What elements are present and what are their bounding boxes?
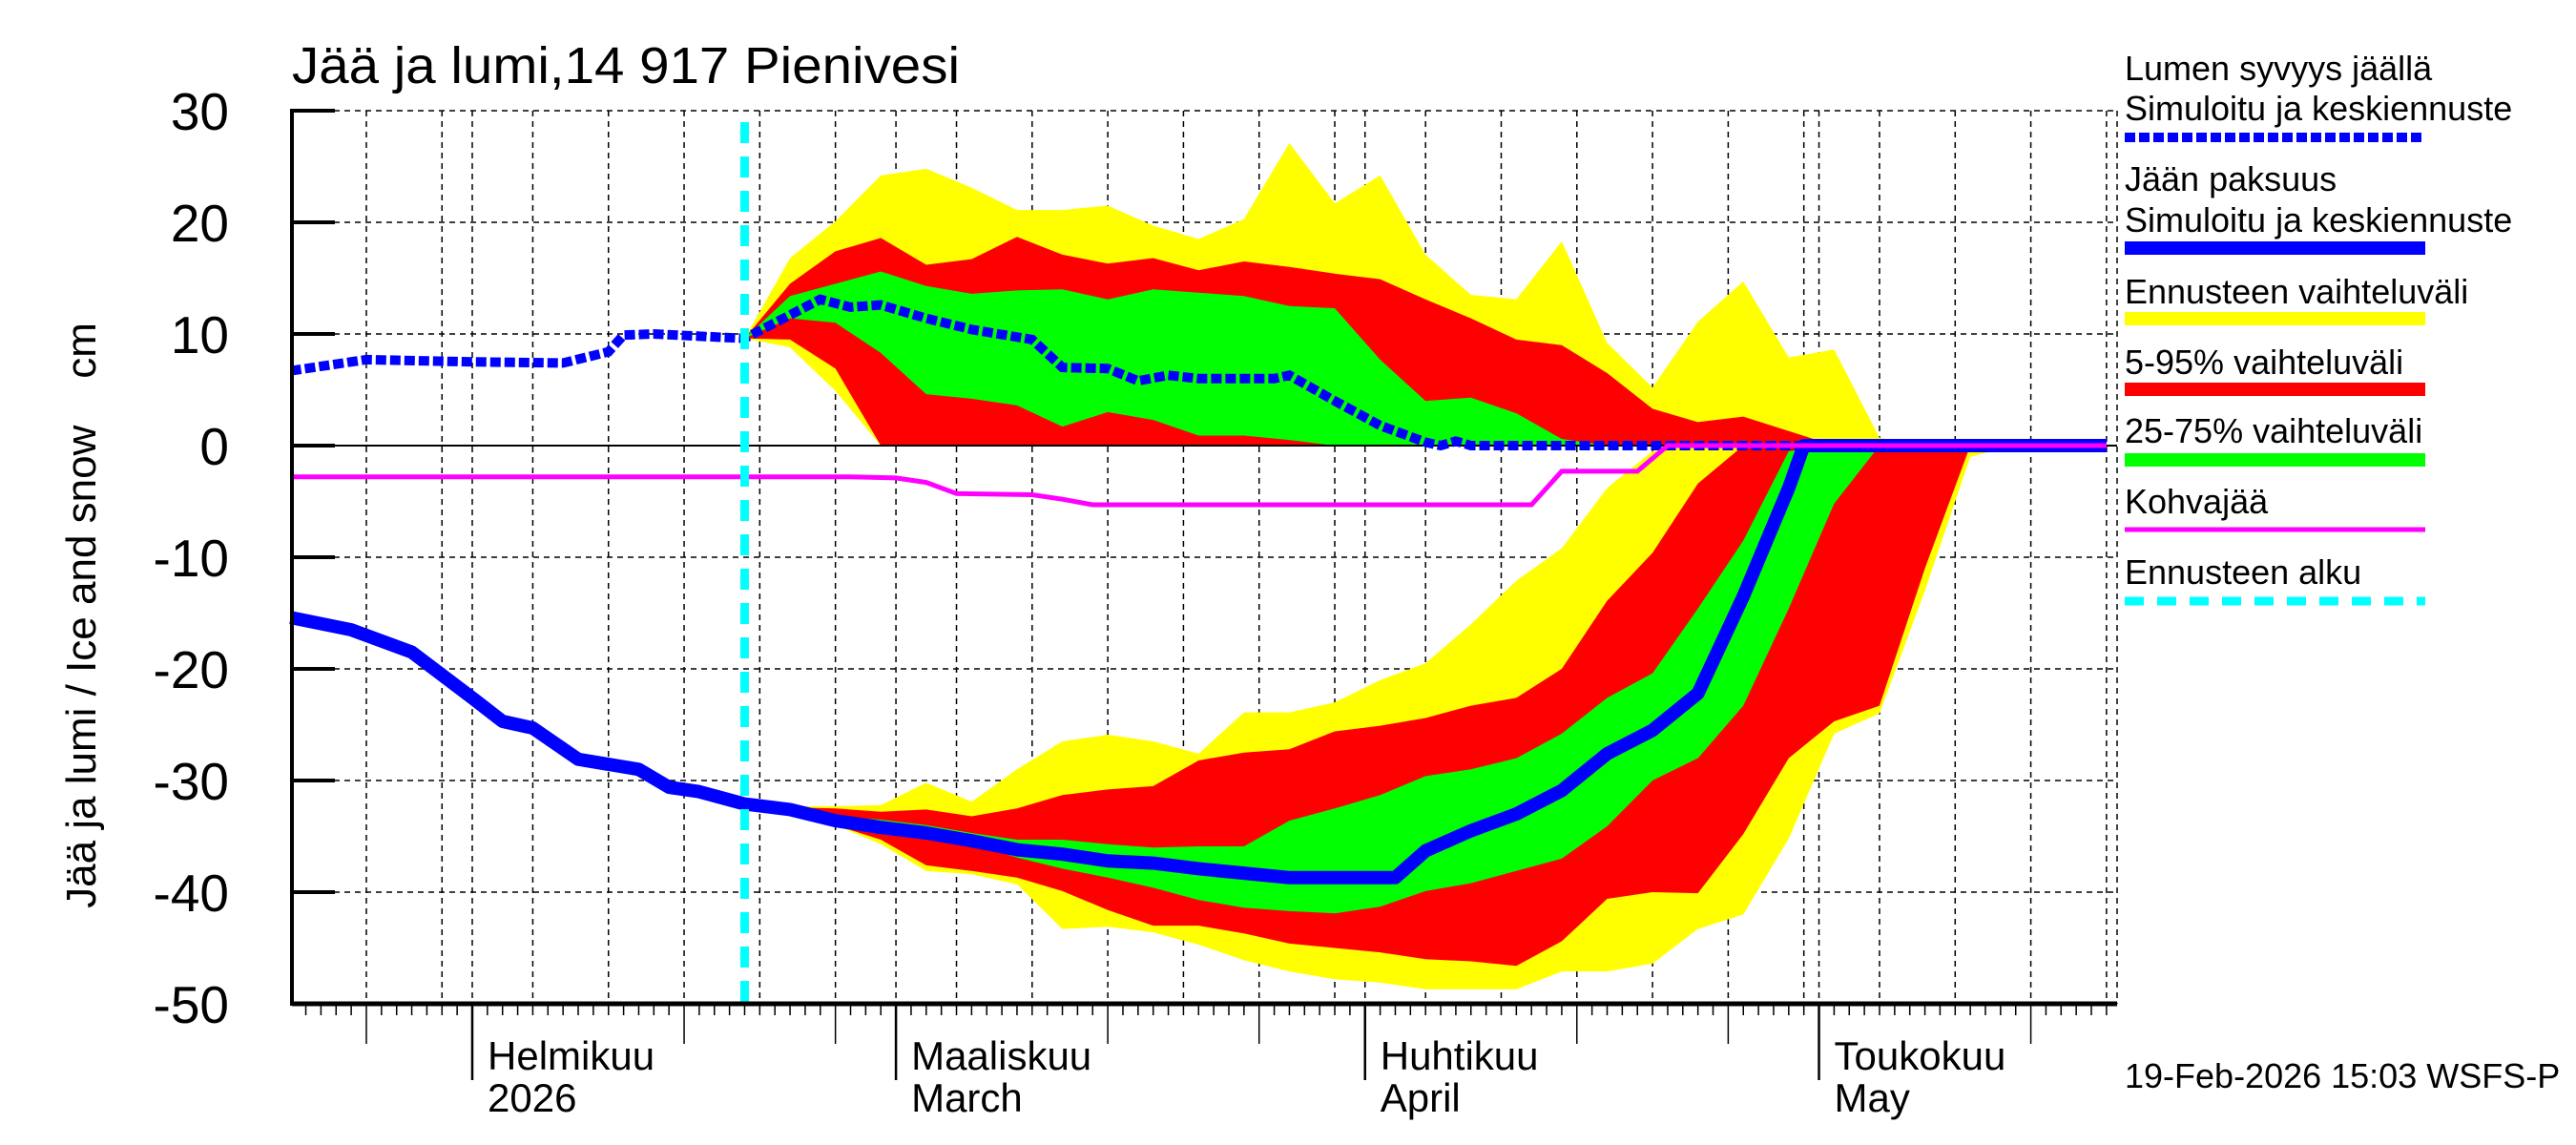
legend-label: 25-75% vaihteluväli [2125,411,2422,450]
kohvajaa-line [290,443,2107,508]
x-month-label: Helmikuu [488,1033,654,1078]
y-tick-labels: 30 20 10 0 -10 -20 -30 -40 -50 [154,82,230,1034]
y-axis-label: Jää ja lumi / Ice and snow cm [58,323,105,908]
y-tick-label: -50 [154,975,230,1034]
snow-depth-median-line [289,294,2107,451]
timestamp: 19-Feb-2026 15:03 WSFS-P [2125,1056,2560,1095]
legend-item-forecast_start: Ennusteen alku [2125,552,2425,606]
x-month-label-secondary: 2026 [488,1075,576,1120]
ice-25-75-band [744,446,2107,914]
legend-item-range: Ennusteen vaihteluväli [2125,272,2468,325]
y-tick-label: -30 [154,752,230,811]
legend-label: Ennusteen alku [2125,552,2361,592]
x-month-label: Maaliskuu [911,1033,1091,1078]
x-month-label: Huhtikuu [1381,1033,1539,1078]
y-tick-label: 10 [171,305,229,364]
y-tick-label: -20 [154,640,230,699]
x-month-label-secondary: April [1381,1075,1461,1120]
x-month-label-secondary: March [911,1075,1023,1120]
chart-title: Jää ja lumi,14 917 Pienivesi [292,37,960,94]
legend-label: 5-95% vaihteluväli [2125,343,2403,382]
snow-25-75-band [744,271,2107,446]
bands [292,142,2117,989]
y-tick-label: -40 [154,864,230,923]
legend-label: Lumen syvyys jäällä [2125,49,2433,88]
x-month-label-secondary: May [1835,1075,1910,1120]
legend-item-p25_75: 25-75% vaihteluväli [2125,411,2425,467]
y-tick-label: 30 [171,82,229,141]
legend-item-kohva: Kohvajää [2125,482,2425,532]
axes [290,109,2117,1080]
y-tick-label: -10 [154,529,230,588]
legend-label: Kohvajää [2125,482,2269,521]
y-tick-label: 20 [171,194,229,253]
y-tick-label: 0 [199,417,229,476]
legend-item-p5_95: 5-95% vaihteluväli [2125,343,2425,396]
series-lines [289,122,2107,1004]
x-month-label: Toukokuu [1835,1033,2006,1078]
legend-sublabel: Simuloitu ja keskiennuste [2125,200,2512,239]
legend-label: Ennusteen vaihteluväli [2125,272,2468,311]
legend-sublabel: Simuloitu ja keskiennuste [2125,89,2512,128]
ice-thickness-median-line [289,439,2107,885]
legend-label: Jään paksuus [2125,159,2337,198]
